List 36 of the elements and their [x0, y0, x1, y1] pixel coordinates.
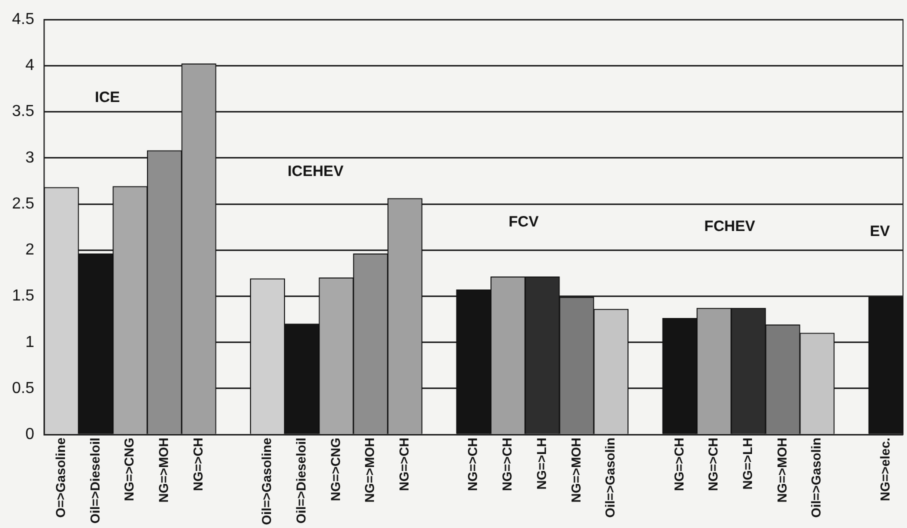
y-tick-label: 3.5	[12, 103, 34, 120]
x-tick-label: NG=>CH	[706, 438, 721, 492]
y-tick-label: 0.5	[12, 380, 34, 397]
x-tick-label: O=>Gasoline	[52, 438, 68, 518]
y-tick-label: 2.5	[12, 195, 34, 212]
annotation: ICE	[94, 89, 120, 106]
x-tick-label: Oil=>Gasoline	[259, 438, 274, 526]
annotation: ICEHEV	[288, 162, 344, 180]
y-tick-label: 3	[25, 149, 34, 166]
annotation: FCHEV	[704, 218, 756, 236]
y-tick-label: 4	[25, 57, 34, 74]
x-tick-label: NG=>CH	[671, 438, 686, 492]
y-tick-label: 1	[25, 334, 34, 351]
annotation: EV	[870, 222, 890, 240]
x-tick-label: NG=>CNG	[122, 438, 137, 502]
y-tick-label: 4.5	[12, 11, 34, 28]
x-tick-label: NG=>CH	[500, 438, 515, 492]
x-tick-label: Oil=>Dieseloil	[87, 438, 102, 524]
x-tick-label: NG=>MOH	[156, 438, 172, 503]
x-tick-label: NG=>CNG	[328, 438, 343, 502]
x-tick-label: NG=>CH	[396, 438, 412, 492]
y-tick-label: 2	[25, 242, 34, 259]
x-tick-label: Oil=>Gasolin	[602, 438, 618, 518]
x-tick-label: NG=>MOH	[774, 438, 790, 503]
y-tick-label: 0	[25, 426, 34, 443]
x-tick-label: NG=>CH	[465, 438, 480, 492]
x-tick-label: Oil=>Dieseloil	[293, 438, 308, 524]
x-tick-label: NG=>MOH	[568, 438, 584, 503]
x-tick-label: NG=>LH	[740, 438, 755, 490]
x-tick-label: NG=>LH	[534, 438, 549, 490]
annotation: FCV	[508, 214, 539, 231]
y-tick-label: 1.5	[12, 288, 34, 305]
x-tick-label: NG=>elec.	[877, 438, 892, 502]
x-tick-label: NG=>MOH	[362, 438, 378, 503]
x-tick-label: Oil=>Gasolin	[808, 438, 824, 518]
x-tick-label: NG=>CH	[190, 438, 206, 492]
